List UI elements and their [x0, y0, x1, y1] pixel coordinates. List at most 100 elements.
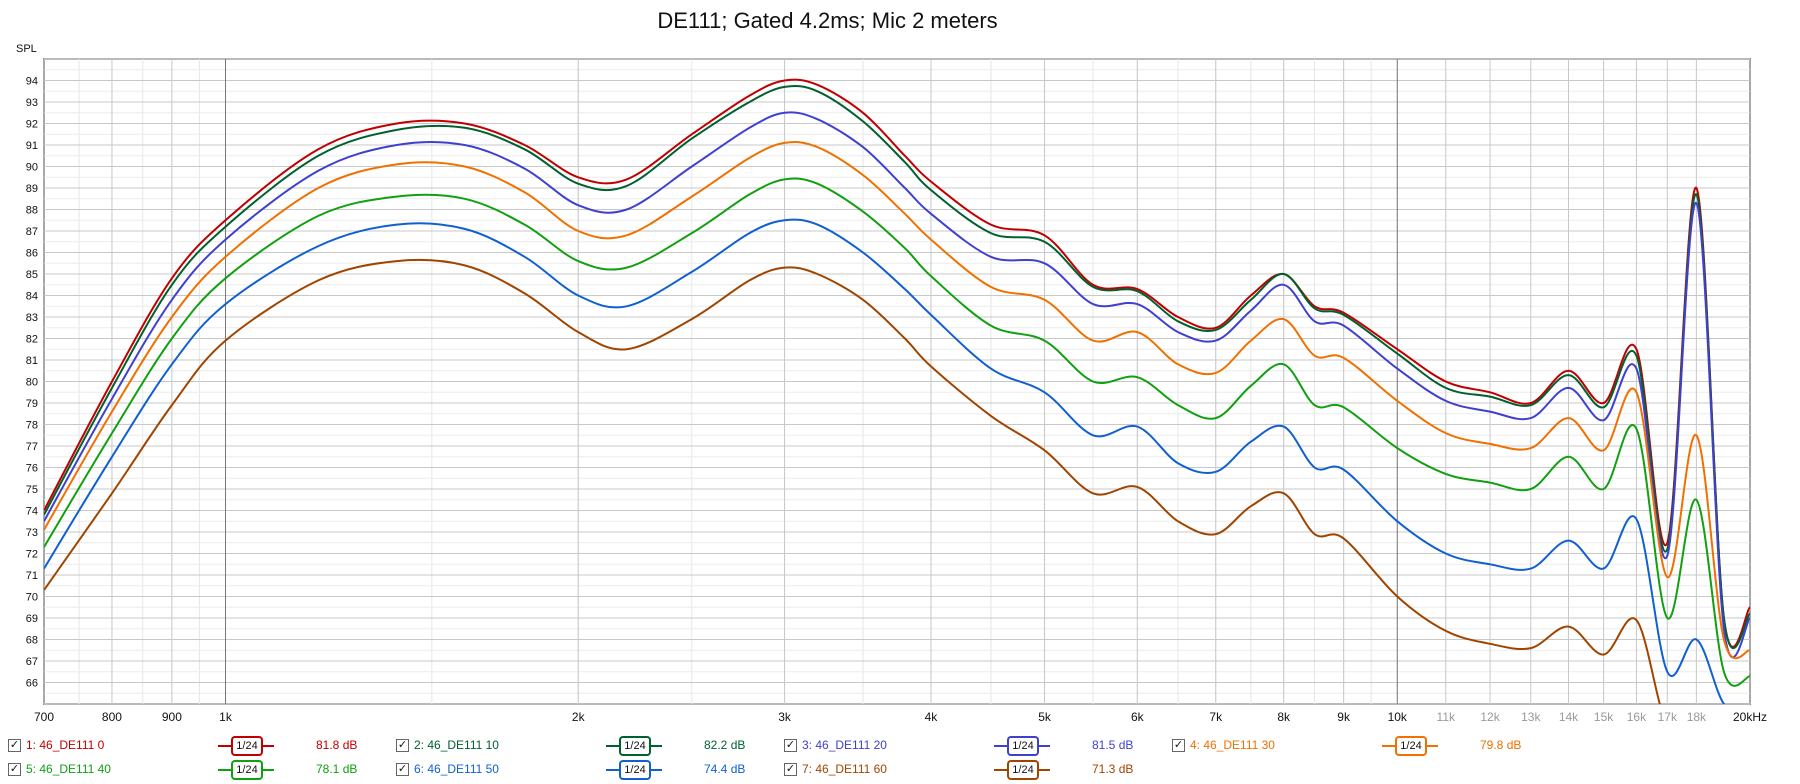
- y-tick-label: 84: [26, 291, 38, 303]
- y-tick-label: 90: [26, 162, 38, 174]
- legend-item: ✓ 1: 46_DE111 0 1/24 81.8 dB: [8, 736, 388, 758]
- x-tick-label: 12k: [1480, 710, 1500, 724]
- y-tick-label: 82: [26, 334, 38, 346]
- x-tick-label: 8k: [1277, 710, 1291, 724]
- y-tick-label: 68: [26, 635, 38, 647]
- smoothing-button[interactable]: 1/24: [606, 760, 662, 780]
- x-tick-label: 13k: [1521, 710, 1541, 724]
- legend-level-value: 79.8 dB: [1480, 738, 1522, 752]
- legend-item: ✓ 5: 46_DE111 40 1/24 78.1 dB: [8, 760, 388, 782]
- smoothing-button[interactable]: 1/24: [606, 736, 662, 756]
- x-tick-label: 800: [102, 710, 122, 724]
- y-tick-label: 89: [26, 183, 38, 195]
- legend-level-value: 74.4 dB: [704, 762, 746, 776]
- y-tick-label: 72: [26, 549, 38, 561]
- x-tick-label: 16k: [1627, 710, 1647, 724]
- y-tick-label: 71: [26, 570, 38, 582]
- smoothing-button[interactable]: 1/24: [1382, 736, 1438, 756]
- y-tick-label: 80: [26, 377, 38, 389]
- series-line: [44, 258, 1661, 704]
- x-tick-label: 4k: [925, 710, 939, 724]
- y-tick-label: 75: [26, 484, 38, 496]
- legend-checkbox[interactable]: ✓: [784, 763, 797, 776]
- smoothing-label: 1/24: [231, 760, 263, 780]
- legend-item: ✓ 2: 46_DE111 10 1/24 82.2 dB: [396, 736, 776, 758]
- legend-series-name: 1: 46_DE111 0: [26, 738, 105, 752]
- legend-checkbox[interactable]: ✓: [8, 739, 21, 752]
- legend-level-value: 78.1 dB: [316, 762, 358, 776]
- legend-series-name: 4: 46_DE111 30: [1190, 738, 1275, 752]
- smoothing-button[interactable]: 1/24: [994, 760, 1050, 780]
- y-tick-label: 74: [26, 506, 38, 518]
- legend-checkbox[interactable]: ✓: [8, 763, 21, 776]
- x-tick-label: 900: [162, 710, 182, 724]
- chart-title: DE111; Gated 4.2ms; Mic 2 meters: [657, 8, 998, 33]
- x-tick-label: 7k: [1209, 710, 1223, 724]
- x-tick-label: 11k: [1437, 710, 1456, 724]
- x-tick-label: 2k: [572, 710, 586, 724]
- legend-checkbox[interactable]: ✓: [396, 763, 409, 776]
- y-tick-label: 81: [26, 355, 38, 367]
- legend-item: ✓ 6: 46_DE111 50 1/24 74.4 dB: [396, 760, 776, 782]
- y-tick-label: 85: [26, 269, 38, 281]
- legend-level-value: 71.3 dB: [1092, 762, 1134, 776]
- y-tick-label: 86: [26, 248, 38, 260]
- legend-series-name: 3: 46_DE111 20: [802, 738, 887, 752]
- x-tick-label: 14k: [1559, 710, 1579, 724]
- y-axis-label: SPL: [16, 43, 37, 55]
- x-tick-label: 3k: [778, 710, 792, 724]
- x-tick-label: 5k: [1038, 710, 1052, 724]
- series-line: [44, 111, 1750, 659]
- legend-series-name: 5: 46_DE111 40: [26, 762, 111, 776]
- y-tick-label: 67: [26, 656, 38, 668]
- y-tick-label: 78: [26, 420, 38, 432]
- legend-row: ✓ 1: 46_DE111 0 1/24 81.8 dB ✓ 2: 46_DE111 10…: [0, 736, 1800, 758]
- legend-item: ✓ 4: 46_DE111 30 1/24 79.8 dB: [1172, 736, 1552, 758]
- y-tick-label: 91: [26, 140, 38, 152]
- legend-series-name: 7: 46_DE111 60: [802, 762, 887, 776]
- smoothing-button[interactable]: 1/24: [994, 736, 1050, 756]
- y-tick-label: 87: [26, 226, 38, 238]
- series-group: [44, 78, 1750, 704]
- legend-series-name: 6: 46_DE111 50: [414, 762, 499, 776]
- series-line: [44, 85, 1750, 650]
- smoothing-label: 1/24: [619, 760, 651, 780]
- x-tick-label: 9k: [1337, 710, 1351, 724]
- legend-checkbox[interactable]: ✓: [1172, 739, 1185, 752]
- x-tick-label: 17k: [1658, 710, 1678, 724]
- smoothing-label: 1/24: [231, 736, 263, 756]
- x-tick-label: 15k: [1594, 710, 1614, 724]
- legend-level-value: 81.5 dB: [1092, 738, 1134, 752]
- x-tick-label: 700: [34, 710, 54, 724]
- smoothing-label: 1/24: [1007, 736, 1039, 756]
- legend-checkbox[interactable]: ✓: [396, 739, 409, 752]
- x-tick-label: 18k: [1687, 710, 1707, 724]
- x-tick-label: 20kHz: [1733, 710, 1767, 724]
- y-tick-label: 88: [26, 205, 38, 217]
- smoothing-button[interactable]: 1/24: [218, 760, 274, 780]
- smoothing-label: 1/24: [1007, 760, 1039, 780]
- y-tick-label: 94: [26, 76, 38, 88]
- y-tick-label: 69: [26, 613, 38, 625]
- legend-checkbox[interactable]: ✓: [784, 739, 797, 752]
- y-tick-label: 76: [26, 463, 38, 475]
- smoothing-label: 1/24: [1395, 736, 1427, 756]
- smoothing-label: 1/24: [619, 736, 651, 756]
- x-tick-label: 6k: [1131, 710, 1145, 724]
- series-line: [44, 177, 1750, 687]
- y-tick-label: 77: [26, 441, 38, 453]
- y-tick-label: 70: [26, 592, 38, 604]
- y-tick-label: 66: [26, 678, 38, 690]
- legend-item: ✓ 7: 46_DE111 60 1/24 71.3 dB: [784, 760, 1164, 782]
- smoothing-button[interactable]: 1/24: [218, 736, 274, 756]
- y-tick-label: 83: [26, 312, 38, 324]
- legend-series-name: 2: 46_DE111 10: [414, 738, 499, 752]
- x-tick-label: 1k: [219, 710, 233, 724]
- y-tick-label: 92: [26, 119, 38, 131]
- x-tick-label: 10k: [1388, 710, 1408, 724]
- series-line: [44, 141, 1750, 660]
- legend-item: ✓ 3: 46_DE111 20 1/24 81.5 dB: [784, 736, 1164, 758]
- legend-level-value: 81.8 dB: [316, 738, 358, 752]
- legend-level-value: 82.2 dB: [704, 738, 746, 752]
